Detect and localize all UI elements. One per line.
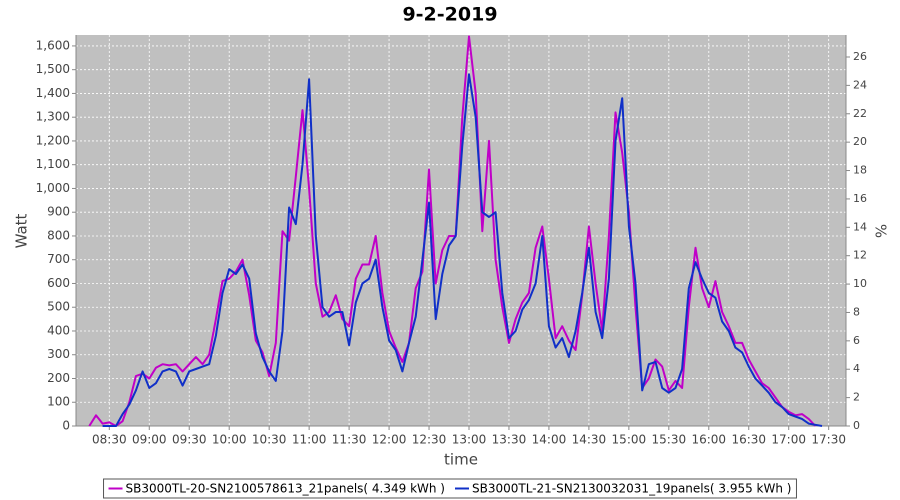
y2-tick-label: 18 bbox=[853, 164, 867, 177]
x-tick-label: 12:00 bbox=[372, 433, 407, 447]
y-tick-label: 1,500 bbox=[36, 62, 70, 76]
y-tick-label: 0 bbox=[62, 419, 70, 433]
x-tick-label: 11:30 bbox=[332, 433, 367, 447]
y2-tick-label: 26 bbox=[853, 50, 867, 63]
y-tick-label: 100 bbox=[47, 395, 70, 409]
x-tick-label: 08:30 bbox=[92, 433, 127, 447]
x-tick-label: 09:00 bbox=[132, 433, 167, 447]
x-tick-label: 16:30 bbox=[731, 433, 766, 447]
y2-tick-label: 2 bbox=[853, 391, 860, 404]
x-tick-label: 17:30 bbox=[811, 433, 846, 447]
y2-tick-label: 24 bbox=[853, 78, 867, 91]
y-tick-label: 400 bbox=[47, 323, 70, 337]
y-axis-label: Watt bbox=[13, 213, 31, 248]
y-tick-label: 1,400 bbox=[36, 86, 70, 100]
x-tick-label: 13:00 bbox=[452, 433, 487, 447]
x-tick-label: 13:30 bbox=[492, 433, 527, 447]
y-tick-label: 700 bbox=[47, 252, 70, 266]
legend-text: SB3000TL-21-SN2130032031_19panels( 3.955… bbox=[472, 482, 791, 496]
y-tick-label: 1,600 bbox=[36, 38, 70, 52]
x-tick-label: 15:30 bbox=[652, 433, 687, 447]
y2-tick-label: 22 bbox=[853, 107, 867, 120]
legend-text: SB3000TL-20-SN2100578613_21panels( 4.349… bbox=[126, 482, 445, 496]
y2-tick-label: 16 bbox=[853, 192, 867, 205]
y2-tick-label: 20 bbox=[853, 135, 867, 148]
y-tick-label: 200 bbox=[47, 371, 70, 385]
x-tick-label: 10:30 bbox=[252, 433, 287, 447]
y-tick-label: 900 bbox=[47, 205, 70, 219]
x-tick-label: 12:30 bbox=[412, 433, 447, 447]
legend-box bbox=[103, 478, 797, 499]
y2-axis-label: % bbox=[872, 224, 890, 238]
series-line bbox=[88, 35, 817, 427]
y2-tick-label: 8 bbox=[853, 305, 860, 318]
y-tick-label: 600 bbox=[47, 276, 70, 290]
x-tick-label: 17:00 bbox=[771, 433, 806, 447]
x-tick-label: 14:00 bbox=[532, 433, 567, 447]
chart-title: 9-2-2019 bbox=[402, 4, 497, 26]
x-tick-label: 15:00 bbox=[612, 433, 647, 447]
y-tick-label: 1,000 bbox=[36, 181, 70, 195]
x-tick-label: 10:00 bbox=[212, 433, 247, 447]
y2-tick-label: 0 bbox=[853, 419, 860, 432]
y-tick-label: 1,300 bbox=[36, 110, 70, 124]
legend: SB3000TL-20-SN2100578613_21panels( 4.349… bbox=[103, 478, 797, 499]
y-tick-label: 1,100 bbox=[36, 157, 70, 171]
x-tick-label: 11:00 bbox=[292, 433, 327, 447]
x-axis-label: time bbox=[444, 451, 478, 469]
y2-tick-label: 10 bbox=[853, 277, 867, 290]
y-tick-label: 1,200 bbox=[36, 133, 70, 147]
y2-tick-label: 12 bbox=[853, 249, 867, 262]
y2-tick-label: 6 bbox=[853, 334, 860, 347]
y2-tick-label: 14 bbox=[853, 220, 867, 233]
x-tick-label: 16:00 bbox=[691, 433, 726, 447]
y2-tick-label: 4 bbox=[853, 362, 860, 375]
y-tick-label: 800 bbox=[47, 228, 70, 242]
y-tick-label: 500 bbox=[47, 300, 70, 314]
y-tick-label: 300 bbox=[47, 347, 70, 361]
series-line bbox=[102, 73, 823, 427]
x-tick-label: 14:30 bbox=[572, 433, 607, 447]
x-tick-label: 09:30 bbox=[172, 433, 207, 447]
